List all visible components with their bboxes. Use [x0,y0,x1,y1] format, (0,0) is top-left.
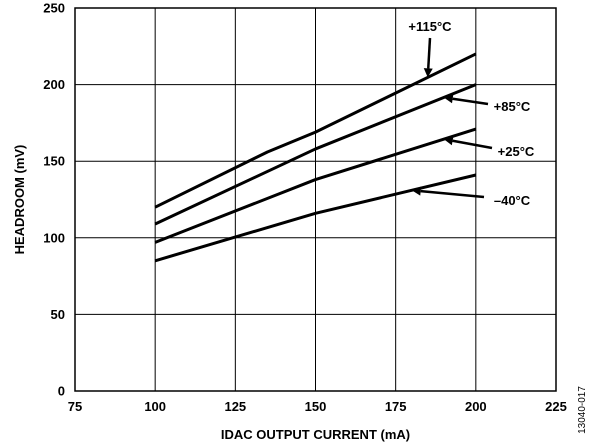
figure-id: 13040-017 [577,386,588,434]
y-tick-label: 0 [58,384,65,399]
series-leader-1 [452,97,489,106]
series-line-2 [154,127,477,244]
series-leader-2 [452,139,493,150]
series-curves [154,52,477,263]
series-arrowhead-2 [443,136,454,146]
series-line-0 [154,52,477,209]
y-tick-label: 150 [43,154,65,169]
y-tick-label: 50 [51,307,65,322]
grid [75,8,556,391]
x-tick-label: 100 [144,399,166,414]
x-tick-label: 125 [224,399,246,414]
series-label-2: +25°C [498,144,535,159]
series-arrowhead-3 [411,186,422,196]
series-annotations: +115°C +85°C +25°C –40°C [408,19,535,208]
x-tick-labels: 75 100 125 150 175 200 225 [68,399,567,414]
series-label-1: +85°C [494,99,531,114]
y-tick-label: 250 [43,1,65,16]
y-tick-label: 200 [43,77,65,92]
series-leader-3 [420,189,485,199]
x-tick-label: 75 [68,399,82,414]
series-line-3 [154,173,477,263]
x-axis-title: IDAC OUTPUT CURRENT (mA) [221,427,410,442]
series-label-0: +115°C [408,19,452,34]
series-leader-0 [427,37,432,69]
series-line-1 [154,83,477,226]
y-tick-labels: 0 50 100 150 200 250 [43,1,65,399]
x-tick-label: 200 [465,399,487,414]
x-tick-label: 175 [385,399,407,414]
series-label-3: –40°C [494,193,531,208]
series-arrowhead-1 [443,94,454,104]
x-tick-label: 225 [545,399,567,414]
y-tick-label: 100 [43,230,65,245]
series-arrowhead-0 [423,68,433,78]
plot-frame [74,7,557,392]
y-axis-title: HEADROOM (mV) [12,145,27,255]
x-tick-label: 150 [305,399,327,414]
